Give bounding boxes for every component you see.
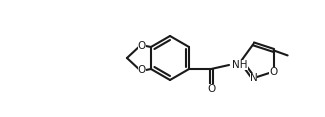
- Text: O: O: [269, 67, 278, 77]
- Text: O: O: [138, 65, 146, 75]
- Text: O: O: [207, 84, 215, 94]
- Text: NH: NH: [232, 60, 248, 70]
- Text: N: N: [250, 73, 257, 83]
- Text: O: O: [138, 41, 146, 51]
